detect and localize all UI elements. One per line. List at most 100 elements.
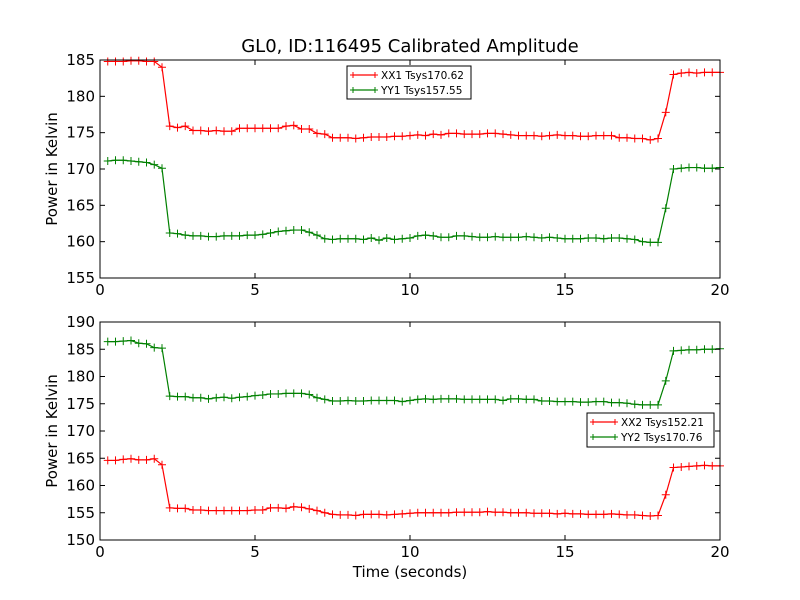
top-series-0-point (235, 124, 244, 133)
top-series-1-point (677, 164, 686, 173)
top-series-1-point (103, 157, 112, 166)
bottom-series-0-point (119, 455, 128, 464)
bottom-series-1-point (406, 396, 414, 405)
top-series-1-point (173, 229, 182, 238)
bottom-series-0-point (266, 503, 275, 512)
bottom-series-0-point (669, 463, 678, 472)
bottom-series-1-point (297, 389, 306, 398)
top-series-0-point (623, 133, 631, 142)
bottom-series-1-point (212, 393, 221, 402)
bottom-series-0-point (638, 511, 647, 520)
bottom-series-1-point (638, 400, 647, 409)
bottom-series-0-point (530, 509, 538, 518)
top-x-tick-label: 10 (400, 281, 419, 299)
top-series-0-point (375, 133, 383, 142)
chart-bottom: 0 5 10 15 20 150 155 160 165 170 175 180 185 190 Pow… (43, 313, 730, 581)
top-series-1-point (313, 231, 321, 240)
bottom-series-1-point (127, 336, 135, 345)
top-series-1-line (107, 159, 721, 243)
top-series-0-point (111, 57, 120, 66)
bottom-series-1-point (700, 345, 709, 354)
bottom-series-1-point (630, 400, 639, 409)
bottom-series-0-point (553, 509, 562, 518)
bottom-series-1-point (568, 397, 577, 406)
top-series-0-point (258, 124, 267, 133)
top-series-1-point (630, 235, 639, 244)
bottom-series-1-line (107, 339, 721, 406)
top-series-0-point (266, 124, 275, 133)
top-y-tick-label: 155 (66, 269, 95, 287)
bottom-series-1-point (576, 398, 585, 407)
top-series-1-point (514, 233, 523, 242)
bottom-series-1-point (654, 400, 662, 409)
bottom-legend-marker (590, 419, 596, 425)
bottom-series-1-point (429, 395, 438, 404)
bottom-series-1-point (491, 395, 500, 404)
bottom-series-1-point (561, 397, 569, 406)
bottom-series-0-point (204, 506, 213, 515)
top-series-0-point (421, 131, 430, 140)
bottom-series-1-point (646, 400, 655, 409)
bottom-y-tick-label: 150 (66, 531, 95, 549)
top-series-1-point (475, 233, 484, 242)
top-series-1-point (669, 165, 678, 173)
bottom-series-0-point (297, 503, 306, 512)
top-series-1-point (212, 232, 221, 241)
bottom-legend-box (586, 412, 715, 448)
top-series-1-point (468, 232, 476, 241)
top-series-0-point (204, 127, 213, 136)
top-series-0-point (545, 131, 554, 140)
top-series-0-point (592, 131, 600, 140)
top-series-1-point (568, 234, 577, 243)
bottom-series-0-point (359, 510, 368, 519)
bottom-series-0-point (320, 508, 329, 517)
top-series-1-point (576, 234, 585, 243)
top-series-0-point (134, 56, 143, 65)
top-series-0-point (220, 127, 228, 136)
bottom-series-0-point (599, 510, 608, 519)
top-y-tick-label: 170 (66, 160, 95, 178)
top-series-1-point (266, 228, 275, 237)
top-y-tick-label: 180 (66, 87, 95, 105)
bottom-series-0-point (615, 510, 624, 519)
top-series-1 (103, 156, 724, 247)
bottom-series-0-point (491, 508, 500, 517)
top-series-0-point (119, 57, 128, 66)
top-series-0-point (328, 133, 337, 142)
bottom-series-1-point (413, 395, 422, 404)
bottom-x-tick-label: 10 (400, 543, 419, 561)
bottom-y-tick-label: 170 (66, 422, 95, 440)
top-series-0-point (468, 130, 476, 139)
bottom-series-1-point (313, 393, 321, 402)
top-series-0-point (382, 133, 391, 142)
top-series-1-point (127, 157, 135, 166)
top-series-1-point (537, 234, 546, 243)
top-series-0-point (274, 124, 283, 133)
top-series-1-point (452, 231, 461, 240)
top-series-0-point (708, 68, 717, 77)
bottom-series-1-point (289, 389, 298, 398)
top-y-tick-label: 175 (66, 124, 95, 142)
top-series-1-point (204, 232, 213, 241)
top-series-0-point (514, 131, 523, 140)
bottom-series-0-point (189, 506, 197, 515)
bottom-series-1-point (134, 339, 143, 348)
top-series-1-point (522, 232, 531, 241)
top-series-1-point (165, 228, 174, 237)
top-legend-marker (350, 72, 356, 78)
bottom-series-layer (103, 336, 724, 521)
bottom-series-0-point (251, 506, 259, 515)
bottom-series-1-point (421, 394, 430, 403)
top-series-1-point (607, 234, 616, 243)
bottom-series-1-point (351, 397, 360, 406)
top-series-0-point (685, 68, 693, 77)
top-series-0-point (537, 132, 546, 141)
bottom-series-0-point (437, 508, 445, 517)
top-series-1-point (654, 238, 662, 247)
bottom-series-0-point (692, 461, 701, 470)
bottom-series-0-point (328, 510, 337, 519)
top-series-1-point (189, 231, 197, 240)
top-x-tick-label: 20 (710, 281, 729, 299)
bottom-series-1-point (274, 389, 283, 398)
